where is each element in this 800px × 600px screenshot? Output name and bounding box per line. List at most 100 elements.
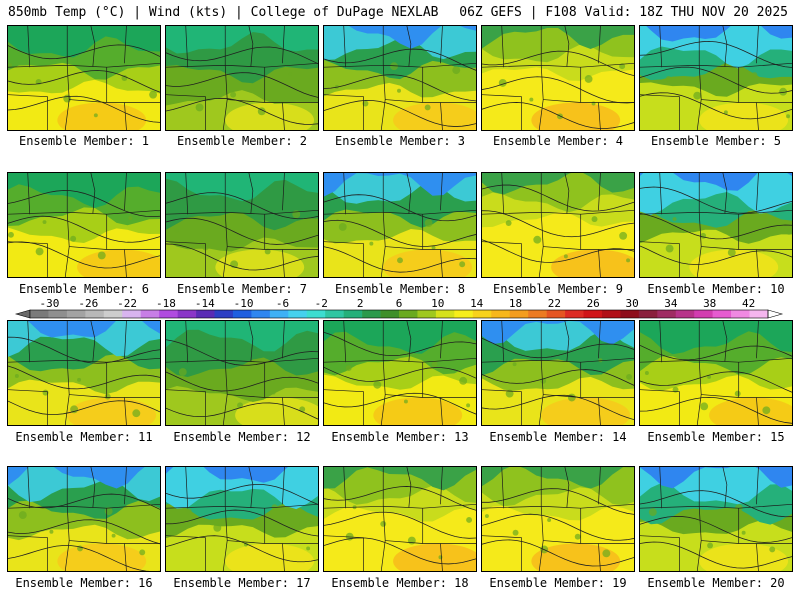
colorbar-segment	[399, 310, 418, 318]
colorbar-right-arrow	[767, 309, 784, 319]
colorbar-tick-label: -18	[156, 297, 176, 310]
ensemble-map-panel	[323, 172, 477, 278]
temperature-field-map	[482, 321, 634, 425]
temperature-field-map	[8, 321, 160, 425]
colorbar-segment	[177, 310, 197, 318]
colorbar-tick-label: 42	[742, 297, 755, 310]
colorbar-tick-label: 26	[587, 297, 600, 310]
temperature-field-map	[640, 321, 792, 425]
colorbar-segment	[657, 310, 677, 318]
colorbar-tick-label: -26	[78, 297, 98, 310]
ensemble-member-label: Ensemble Member: 11	[15, 430, 153, 444]
ensemble-map-panel	[639, 172, 793, 278]
ensemble-member-label: Ensemble Member: 14	[489, 430, 627, 444]
ensemble-member-label: Ensemble Member: 10	[647, 282, 785, 296]
temperature-field-map	[8, 467, 160, 571]
ensemble-member-label: Ensemble Member: 1	[18, 134, 150, 148]
ensemble-member-label: Ensemble Member: 5	[650, 134, 782, 148]
temperature-field-map	[166, 173, 318, 277]
temperature-field-map	[482, 467, 634, 571]
ensemble-map-panel	[481, 25, 635, 131]
ensemble-map-panel	[7, 320, 161, 426]
ensemble-member-label: Ensemble Member: 13	[331, 430, 469, 444]
colorbar-segment	[472, 310, 492, 318]
temperature-field-map	[324, 173, 476, 277]
colorbar-segment	[638, 310, 658, 318]
temperature-field-map	[324, 26, 476, 130]
colorbar-tick-label: 14	[470, 297, 484, 310]
colorbar-segment	[140, 310, 160, 318]
colorbar-segment	[731, 310, 750, 318]
colorbar-segment	[491, 310, 510, 318]
colorbar-tick-label: -14	[195, 297, 215, 310]
colorbar-segment	[546, 310, 566, 318]
colorbar-segment	[435, 310, 455, 318]
ensemble-map-panel	[323, 320, 477, 426]
colorbar-segment	[362, 310, 381, 318]
temperature-field-map	[640, 26, 792, 130]
ensemble-member-label: Ensemble Member: 18	[331, 576, 469, 590]
colorbar-segment	[583, 310, 603, 318]
colorbar-segment	[306, 310, 326, 318]
colorbar-segment	[251, 310, 271, 318]
ensemble-member-label: Ensemble Member: 17	[173, 576, 311, 590]
ensemble-member-label: Ensemble Member: 20	[647, 576, 785, 590]
temperature-field-map	[324, 321, 476, 425]
ensemble-map-panel	[639, 320, 793, 426]
colorbar-segment	[565, 310, 584, 318]
colorbar-segment	[343, 310, 363, 318]
ensemble-member-label: Ensemble Member: 4	[492, 134, 624, 148]
colorbar-segment	[214, 310, 234, 318]
colorbar-segment	[288, 310, 308, 318]
colorbar-tick-label: 2	[357, 297, 364, 310]
colorbar-segment	[269, 310, 289, 318]
temperature-field-map	[166, 321, 318, 425]
colorbar-segment	[528, 310, 547, 318]
colorbar-segment	[601, 310, 621, 318]
temperature-field-map	[166, 26, 318, 130]
colorbar-segment	[48, 310, 68, 318]
colorbar-segment	[454, 310, 474, 318]
colorbar-segment	[712, 310, 732, 318]
ensemble-map-panel	[323, 466, 477, 572]
ensemble-member-label: Ensemble Member: 9	[492, 282, 624, 296]
ensemble-member-label: Ensemble Member: 19	[489, 576, 627, 590]
colorbar-tick-label: -30	[39, 297, 59, 310]
ensemble-map-panel	[165, 172, 319, 278]
temperature-field-map	[8, 173, 160, 277]
colorbar-segment	[325, 310, 344, 318]
colorbar-tick-label: 22	[548, 297, 561, 310]
temperature-field-map	[482, 26, 634, 130]
ensemble-map-panel	[7, 466, 161, 572]
colorbar-segment	[694, 310, 713, 318]
colorbar-tick-label: 38	[703, 297, 716, 310]
ensemble-map-panel	[165, 25, 319, 131]
colorbar-segment	[122, 310, 141, 318]
colorbar-segment	[196, 310, 215, 318]
colorbar-left-arrow	[14, 309, 31, 319]
temperature-field-map	[324, 467, 476, 571]
temperature-field-map	[640, 173, 792, 277]
colorbar-tick-label: 6	[396, 297, 403, 310]
ensemble-map-panel	[639, 466, 793, 572]
colorbar-segment	[232, 310, 252, 318]
ensemble-member-label: Ensemble Member: 7	[176, 282, 308, 296]
ensemble-map-panel	[639, 25, 793, 131]
ensemble-map-panel	[165, 466, 319, 572]
colorbar-segment	[159, 310, 178, 318]
ensemble-member-label: Ensemble Member: 3	[334, 134, 466, 148]
ensemble-map-panel	[481, 172, 635, 278]
temperature-colorbar: -30 -26 -22 -18 -14 -10 -6 -2 2 6 10 14 18 22 26 30 34 38…	[14, 297, 784, 319]
chart-title-left: 850mb Temp (°C) | Wind (kts) | College o…	[8, 5, 439, 20]
ensemble-member-label: Ensemble Member: 12	[173, 430, 311, 444]
colorbar-tick-label: -22	[117, 297, 137, 310]
colorbar-tick-label: -2	[315, 297, 328, 310]
colorbar-segment	[509, 310, 529, 318]
colorbar-segment	[66, 310, 86, 318]
colorbar-segment	[103, 310, 123, 318]
ensemble-map-panel	[7, 172, 161, 278]
ensemble-map-panel	[7, 25, 161, 131]
colorbar-segment	[417, 310, 437, 318]
ensemble-member-label: Ensemble Member: 8	[334, 282, 466, 296]
ensemble-member-label: Ensemble Member: 2	[176, 134, 308, 148]
